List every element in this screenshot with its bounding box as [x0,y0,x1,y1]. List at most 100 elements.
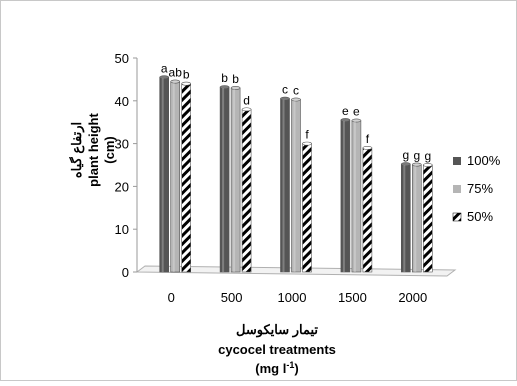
bar-highlight [414,165,417,272]
bars-group [159,75,433,273]
bar-top [280,96,290,101]
legend-item: 100% [453,153,501,168]
legend: 100% 75% 50% [452,153,501,224]
bar [351,118,362,273]
bar-face [280,98,290,273]
legend-label: 50% [467,209,493,224]
x-unit-end: ) [294,361,298,376]
legend-swatch [453,157,461,165]
bar-top [362,145,373,150]
bar-top [411,162,422,167]
bar-face [400,163,411,273]
bar-highlight [222,88,225,272]
y-axis-title: ارتفاع گیاه plant height (cm) [68,113,117,187]
bar-highlight [403,165,406,272]
bar-highlight [342,121,345,272]
bar-highlight [161,78,164,272]
bar-face [422,164,433,273]
bar [230,86,241,273]
x-tick-label: 2000 [398,290,427,305]
y-axis-label-unit: (cm) [102,136,117,163]
bar [280,96,290,273]
significance-letter: e [353,104,360,118]
bar-face [241,109,252,273]
bar [241,107,252,273]
significance-letter: f [305,128,309,142]
legend-label: 100% [467,153,501,168]
legend-item: 75% [453,181,493,196]
bar [170,79,180,273]
x-unit-base: (mg l [255,361,286,376]
bar-face [340,119,351,273]
bar-highlight [172,82,175,272]
bar [422,163,433,273]
bar-top [230,86,241,90]
bar-face [159,76,169,273]
y-tick-label: 20 [115,179,129,194]
significance-letters: a ab b b bdc cfe efg g g [161,61,431,163]
bar [181,81,191,273]
bar-face [291,99,301,273]
bar [362,145,373,273]
legend-item: 50% [452,209,493,224]
significance-letter: c [282,83,288,97]
bar [400,162,411,273]
significance-letter: b [183,68,190,82]
bar-top [159,75,169,80]
bar-face [170,81,180,273]
x-tick-label: 1500 [338,290,367,305]
bar-face [219,86,230,273]
significance-letter: a [161,61,168,75]
y-tick-label: 50 [115,51,129,66]
bar-face [181,83,191,273]
bar-top [219,85,230,90]
x-tick-label: 500 [221,290,243,305]
y-axis-label-en: plant height [86,113,101,187]
bar-top [181,81,191,86]
bar-face [302,143,312,273]
y-tick-label: 40 [115,94,129,109]
bar-highlight [282,99,285,272]
bar-face [362,147,373,273]
bar-top [241,107,252,112]
x-tick-label: 0 [168,290,175,305]
bar-face [230,87,241,273]
bar [340,118,351,273]
x-axis-label-unit: (mg l-1) [255,360,298,376]
bar [411,162,422,273]
bar [291,97,301,273]
y-tick-label: 30 [115,137,129,152]
bar-top [170,79,180,84]
bar-highlight [293,100,296,273]
significance-letter: b [232,72,239,86]
bar-top [422,163,433,167]
bar [159,75,169,273]
significance-letter: d [243,93,250,107]
y-tick-labels: 0 10 20 30 40 50 [115,51,137,280]
bar-top [340,118,351,122]
significance-letter: ab [169,66,183,80]
significance-letter: c [293,84,299,98]
significance-letter: g [402,148,409,162]
bar-face [351,120,362,273]
bar [219,85,230,273]
x-axis-title: تیمار سایکوسل cycocel treatments (mg l-1… [218,322,336,376]
bar [302,141,312,273]
significance-letter: g [413,149,420,163]
y-tick-label: 0 [122,265,129,280]
y-tick-label: 10 [115,222,129,237]
significance-letter: f [366,132,370,146]
x-unit-sup: -1 [286,360,294,370]
bar-highlight [353,121,356,272]
bar-top [351,118,362,123]
significance-letter: e [342,104,349,118]
legend-swatch [453,185,461,193]
legend-swatch [452,212,462,222]
x-tick-label: 1000 [278,290,307,305]
bar-top [291,97,301,102]
bar-top [302,141,312,146]
x-axis-label-fa: تیمار سایکوسل [236,322,318,338]
x-axis-label-en: cycocel treatments [218,342,336,357]
